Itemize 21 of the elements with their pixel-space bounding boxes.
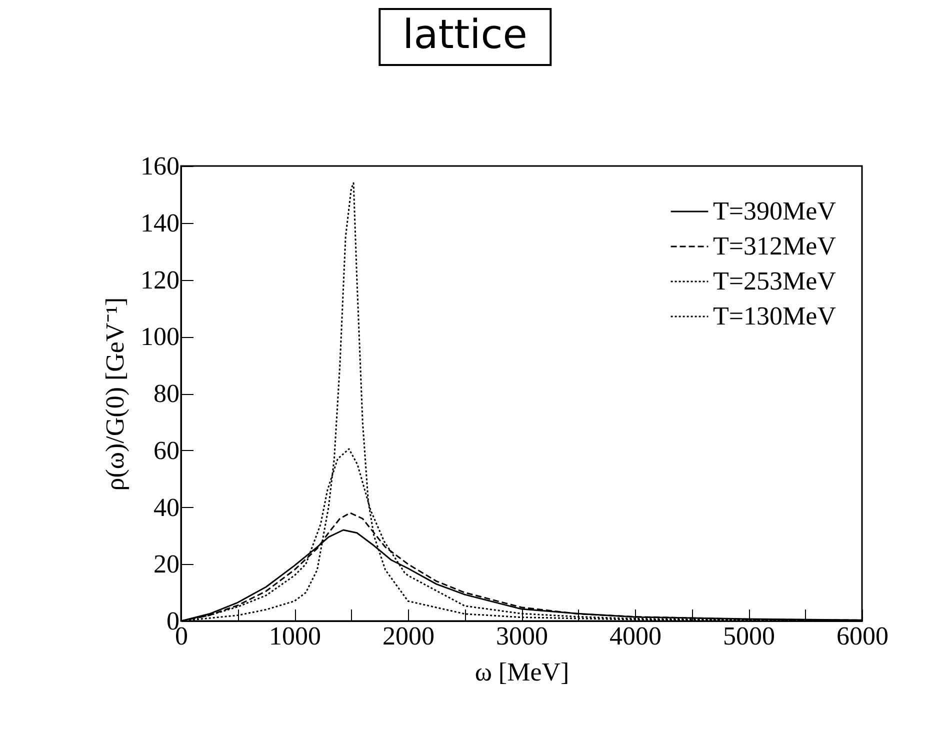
y-tick-label: 140 [140, 208, 180, 238]
y-axis-title: ρ(ω)/G(0) [GeV⁻¹] [100, 297, 130, 491]
y-tick-label: 120 [140, 265, 180, 294]
x-tick-label: 5000 [723, 622, 775, 650]
legend-label: T=130MeV [713, 302, 836, 330]
y-tick-label: 160 [140, 152, 180, 180]
legend-label: T=312MeV [713, 232, 836, 260]
y-tick-label: 60 [154, 436, 180, 465]
x-tick-label: 6000 [836, 622, 888, 650]
x-tick-label: 3000 [496, 622, 548, 650]
y-tick-label: 40 [154, 492, 180, 522]
x-tick-label: 1000 [269, 622, 321, 650]
legend-label: T=390MeV [713, 196, 836, 226]
y-tick-label: 20 [154, 550, 180, 579]
legend-label: T=253MeV [713, 266, 836, 296]
x-axis-title: ω [MeV] [474, 658, 570, 686]
y-tick-label: 100 [140, 322, 180, 352]
y-tick-label: 80 [154, 379, 180, 408]
chart-title: lattice [378, 8, 552, 66]
x-tick-label: 4000 [610, 622, 662, 650]
x-tick-label: 2000 [382, 622, 434, 650]
